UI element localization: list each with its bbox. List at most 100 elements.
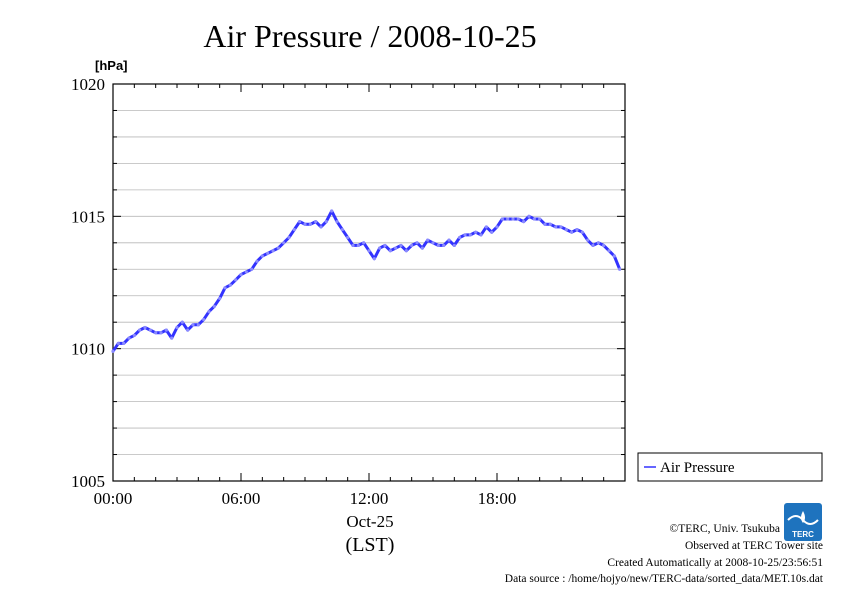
data-point xyxy=(538,217,542,221)
data-point xyxy=(383,243,387,248)
x-tick-label: 00:00 xyxy=(94,489,133,508)
data-point xyxy=(458,235,462,240)
data-point xyxy=(356,243,360,248)
legend: Air Pressure xyxy=(637,452,823,482)
data-point xyxy=(452,243,456,248)
data-point xyxy=(207,310,211,314)
data-point xyxy=(463,233,467,237)
data-point xyxy=(442,243,446,248)
data-point xyxy=(212,304,216,308)
data-point xyxy=(159,331,163,335)
data-point xyxy=(554,225,558,229)
data-point xyxy=(340,227,344,232)
data-point xyxy=(591,243,595,248)
data-point xyxy=(223,286,227,290)
y-axis: 1005 1010 1015 1020 xyxy=(71,75,625,491)
y-tick-label: 1015 xyxy=(71,207,105,226)
data-point xyxy=(484,225,488,229)
data-point xyxy=(420,246,424,250)
data-point xyxy=(319,225,323,229)
data-point xyxy=(372,257,376,261)
data-point xyxy=(138,328,142,332)
data-point xyxy=(148,328,152,332)
data-point xyxy=(479,233,483,237)
y-tick-label: 1005 xyxy=(71,472,105,491)
data-point xyxy=(303,222,307,226)
data-point xyxy=(271,249,275,253)
terc-logo: TERC xyxy=(784,503,822,541)
data-point xyxy=(580,230,584,234)
data-point xyxy=(618,267,622,271)
data-point xyxy=(474,230,478,234)
data-point xyxy=(234,278,238,282)
data-point xyxy=(362,241,366,245)
data-point xyxy=(324,220,328,224)
data-point xyxy=(335,220,339,224)
series-group xyxy=(111,209,622,353)
data-point xyxy=(506,217,510,221)
data-source-text: Data source : /home/hojyo/new/TERC-data/… xyxy=(505,573,824,585)
data-point xyxy=(602,243,606,248)
data-point xyxy=(314,220,318,224)
data-point xyxy=(527,214,531,218)
data-point xyxy=(170,336,174,340)
data-point xyxy=(367,249,371,253)
data-point xyxy=(468,233,472,237)
data-point xyxy=(196,323,200,327)
data-point xyxy=(415,241,419,245)
chart-title: Air Pressure / 2008-10-25 xyxy=(203,18,536,54)
data-point xyxy=(399,243,403,248)
data-point xyxy=(266,251,270,255)
data-point xyxy=(116,341,120,345)
data-point xyxy=(575,227,579,232)
data-point xyxy=(244,270,248,274)
data-point xyxy=(250,267,254,271)
y-tick-label: 1010 xyxy=(71,340,105,359)
data-point xyxy=(564,227,568,232)
x-tick-label: 06:00 xyxy=(222,489,261,508)
data-point xyxy=(292,227,296,232)
data-point xyxy=(394,246,398,250)
data-point xyxy=(570,230,574,234)
data-point xyxy=(276,246,280,250)
data-point xyxy=(154,331,158,335)
data-point xyxy=(607,249,611,253)
data-point xyxy=(559,225,563,229)
data-point xyxy=(260,254,264,258)
data-point xyxy=(228,283,232,287)
x-axis: 00:00 06:00 12:00 18:00 xyxy=(94,84,626,508)
data-point xyxy=(447,238,451,242)
data-point xyxy=(346,235,350,240)
data-point xyxy=(410,243,414,248)
data-point xyxy=(202,317,206,322)
plot-frame xyxy=(112,83,626,482)
data-point xyxy=(500,217,504,221)
data-point xyxy=(516,217,520,221)
legend-box xyxy=(637,452,823,482)
data-point xyxy=(490,230,494,234)
data-point xyxy=(180,320,184,324)
data-point xyxy=(426,238,430,242)
x-tick-label: 12:00 xyxy=(350,489,389,508)
data-point xyxy=(308,222,312,226)
data-point xyxy=(511,217,515,221)
data-point xyxy=(111,349,115,353)
data-point xyxy=(388,249,392,253)
data-point xyxy=(548,222,552,226)
data-point xyxy=(255,259,259,263)
data-point xyxy=(282,241,286,245)
data-point xyxy=(596,241,600,245)
data-point xyxy=(543,222,547,226)
logo-text: TERC xyxy=(792,530,814,539)
data-point xyxy=(143,325,147,330)
data-point xyxy=(495,225,499,229)
y-tick-label: 1020 xyxy=(71,75,105,94)
data-point xyxy=(287,235,291,240)
data-point xyxy=(122,341,126,345)
data-point xyxy=(330,209,334,213)
data-point xyxy=(404,249,408,253)
legend-label-air-pressure: Air Pressure xyxy=(660,460,735,476)
observed-site-text: Observed at TERC Tower site xyxy=(685,540,823,552)
y-axis-unit-label: [hPa] xyxy=(95,58,128,73)
